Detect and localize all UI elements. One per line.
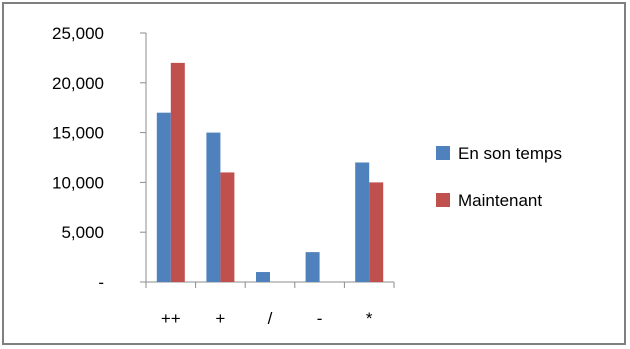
bar-en-son-temps-1 bbox=[206, 132, 221, 282]
y-tick-label: 15,000 bbox=[52, 124, 104, 143]
y-tick-label: 25,000 bbox=[52, 24, 104, 43]
bar-maintenant-4 bbox=[369, 182, 384, 282]
y-tick-label: 10,000 bbox=[52, 173, 104, 192]
x-tick-label: ++ bbox=[161, 309, 181, 328]
legend-swatch bbox=[436, 146, 450, 160]
legend-label: En son temps bbox=[458, 144, 562, 163]
x-tick-label: / bbox=[268, 309, 273, 328]
y-tick-label: - bbox=[98, 273, 104, 292]
chart-frame bbox=[2, 2, 626, 345]
y-tick-label: 20,000 bbox=[52, 74, 104, 93]
x-tick-label: - bbox=[317, 309, 323, 328]
bar-en-son-temps-0 bbox=[156, 112, 171, 283]
x-tick-label: * bbox=[366, 309, 373, 328]
bar-en-son-temps-3 bbox=[305, 252, 320, 282]
legend-label: Maintenant bbox=[458, 191, 542, 210]
bar-maintenant-0 bbox=[170, 62, 185, 282]
bar-en-son-temps-4 bbox=[355, 162, 370, 282]
legend-swatch bbox=[436, 193, 450, 207]
bar-en-son-temps-2 bbox=[256, 272, 270, 282]
y-tick-label: 5,000 bbox=[61, 223, 104, 242]
bar-maintenant-1 bbox=[220, 172, 235, 282]
x-tick-label: + bbox=[215, 309, 225, 328]
